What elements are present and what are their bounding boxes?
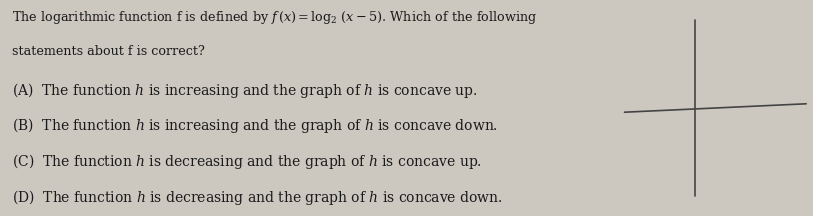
Text: (B)  The function $h$ is increasing and the graph of $h$ is concave down.: (B) The function $h$ is increasing and t…	[12, 116, 498, 135]
Text: The logarithmic function f is defined by $f\,(x) = \log_2\,(x-5)$. Which of the : The logarithmic function f is defined by…	[12, 9, 537, 26]
Text: (D)  The function $h$ is decreasing and the graph of $h$ is concave down.: (D) The function $h$ is decreasing and t…	[12, 188, 503, 207]
Text: (A)  The function $h$ is increasing and the graph of $h$ is concave up.: (A) The function $h$ is increasing and t…	[12, 81, 478, 100]
Text: statements about f is correct?: statements about f is correct?	[12, 45, 206, 58]
Text: (C)  The function $h$ is decreasing and the graph of $h$ is concave up.: (C) The function $h$ is decreasing and t…	[12, 152, 482, 171]
